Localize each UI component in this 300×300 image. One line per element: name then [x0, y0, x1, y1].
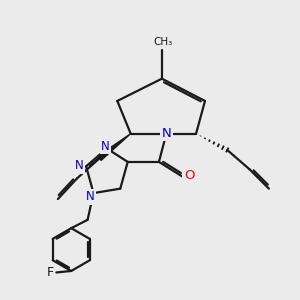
Text: CH₃: CH₃ [154, 37, 173, 47]
Text: N: N [86, 190, 95, 203]
Text: F: F [46, 266, 53, 279]
Text: O: O [184, 169, 194, 182]
Text: N: N [75, 159, 84, 172]
Text: N: N [101, 140, 110, 153]
Polygon shape [98, 134, 131, 161]
Text: N: N [161, 127, 171, 140]
